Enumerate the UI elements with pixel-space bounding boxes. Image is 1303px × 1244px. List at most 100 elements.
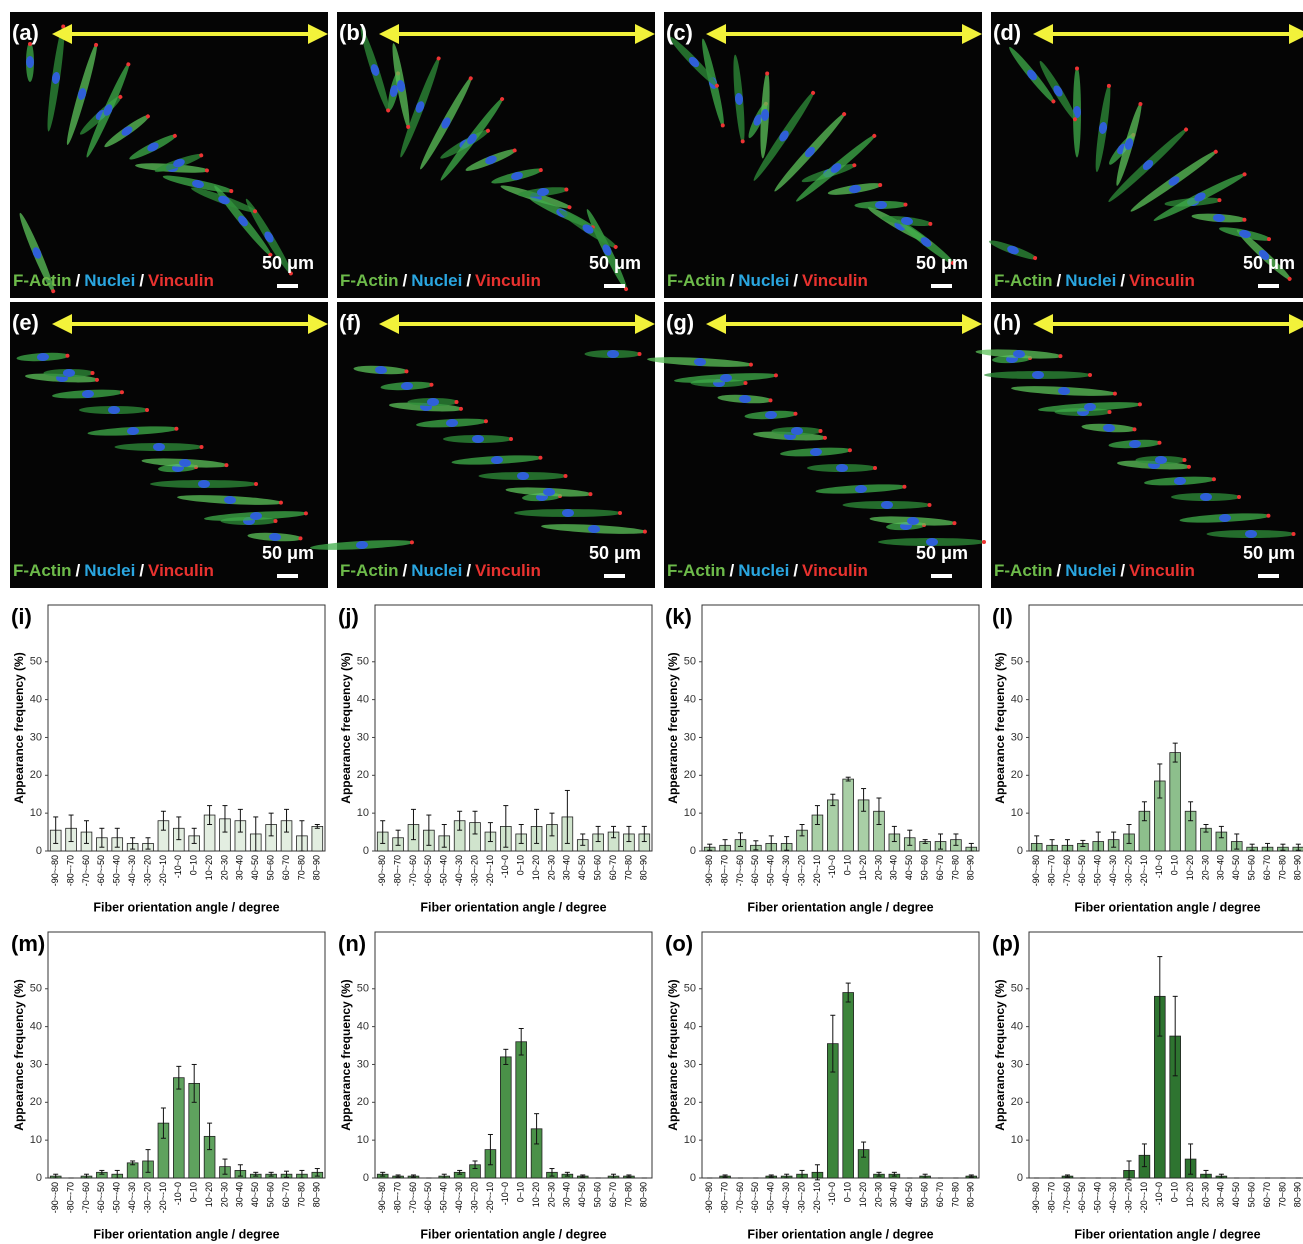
stain-legend: F-Actin / Nuclei / Vinculin (667, 561, 868, 580)
x-tick-label: 60~70 (281, 1182, 291, 1207)
stain-name: F-Actin (13, 561, 72, 580)
adhesion (1112, 391, 1117, 396)
y-tick-label: 50 (684, 656, 696, 668)
nucleus (1200, 493, 1212, 501)
cell (129, 133, 177, 160)
y-tick-label: 50 (1011, 983, 1023, 995)
nucleus (1013, 349, 1025, 359)
cell (1038, 402, 1142, 412)
x-tick-label: 80~90 (966, 1182, 976, 1207)
adhesion (1088, 373, 1092, 377)
x-tick-label: -60~-50 (750, 1182, 760, 1213)
x-tick-label: 70~80 (1277, 1182, 1287, 1207)
cell (796, 133, 877, 202)
x-tick-label: -50~-40 (1093, 1182, 1103, 1213)
y-tick-label: 10 (30, 1134, 42, 1146)
x-tick-label: -40~-30 (127, 1182, 137, 1213)
scale-label: 50 μm (262, 543, 314, 563)
x-tick-label: 40~50 (250, 1182, 260, 1207)
nucleus (1103, 423, 1115, 433)
nucleus (517, 472, 529, 480)
adhesion (126, 62, 131, 67)
nucleus (356, 540, 368, 550)
panel-label: (j) (338, 604, 359, 629)
plot-frame (1028, 604, 1303, 852)
nucleus (1053, 85, 1063, 97)
cell (16, 352, 70, 362)
panel-label: (b) (339, 20, 367, 45)
cell (807, 464, 877, 472)
x-tick-label: 70~80 (623, 855, 633, 880)
adhesion (793, 411, 798, 416)
adhesion (811, 90, 816, 95)
cell (771, 427, 823, 435)
nucleus (1027, 69, 1037, 81)
scale-label: 50 μm (262, 253, 314, 273)
adhesion (509, 437, 513, 441)
x-tick-label: -80~-70 (1046, 855, 1056, 886)
nucleus (1239, 229, 1251, 239)
nucleus (121, 126, 133, 136)
bar (500, 1056, 512, 1179)
adhesion (564, 187, 569, 192)
x-tick-label: 30~40 (235, 1182, 245, 1207)
x-tick-label: 50~60 (266, 855, 276, 880)
x-tick-label: 10~20 (1185, 855, 1195, 880)
x-tick-label: 30~40 (889, 855, 899, 880)
x-tick-label: 20~30 (1200, 1182, 1210, 1207)
panel-label: (i) (11, 604, 32, 629)
x-tick-label: 0~10 (516, 1182, 526, 1202)
x-tick-label: -60~-50 (1077, 855, 1087, 886)
x-tick-label: 0~10 (189, 855, 199, 875)
x-tick-label: -80~-70 (719, 1182, 729, 1213)
x-tick-label: 20~30 (219, 1182, 229, 1207)
separator: / (76, 271, 81, 290)
separator: / (1057, 271, 1062, 290)
x-tick-label: -20~-10 (158, 855, 168, 886)
nucleus (1007, 245, 1019, 255)
cell (1135, 456, 1187, 464)
nucleus (415, 101, 425, 113)
adhesion (982, 540, 986, 544)
nucleus (1142, 159, 1154, 171)
y-tick-label: 30 (1011, 731, 1023, 743)
cell (1219, 227, 1271, 242)
stain-name: F-Actin (340, 561, 399, 580)
x-tick-label: 70~80 (296, 1182, 306, 1207)
x-tick-label: 30~40 (889, 1182, 899, 1207)
scale-bar (604, 284, 625, 288)
nucleus (127, 426, 139, 436)
cell (66, 42, 99, 145)
cell (1108, 439, 1162, 449)
x-tick-label: -70~-60 (81, 1182, 91, 1213)
x-tick-label: 40~50 (904, 1182, 914, 1207)
adhesion (1058, 354, 1063, 359)
x-tick-label: 60~70 (281, 855, 291, 880)
y-tick-label: 20 (357, 769, 369, 781)
cell (869, 516, 957, 526)
x-tick-label: 60~70 (935, 1182, 945, 1207)
x-tick-label: 60~70 (935, 855, 945, 880)
nucleus (582, 224, 594, 234)
nucleus (543, 487, 555, 497)
y-tick-label: 10 (1011, 1134, 1023, 1146)
adhesion (468, 76, 473, 81)
x-tick-label: 20~30 (546, 1182, 556, 1207)
x-tick-label: -10~0 (827, 1182, 837, 1205)
cell (87, 426, 179, 436)
x-tick-label: -80~-70 (1046, 1182, 1056, 1213)
y-tick-label: 40 (30, 694, 42, 706)
y-tick-label: 30 (357, 1058, 369, 1070)
x-tick-label: -80~-70 (65, 1182, 75, 1213)
cell (517, 187, 569, 197)
x-tick-label: 0~10 (1170, 855, 1180, 875)
cell (753, 90, 816, 181)
cell (1116, 102, 1143, 186)
cell (416, 418, 488, 428)
nucleus (446, 418, 458, 428)
y-tick-label: 30 (684, 1058, 696, 1070)
panel-label: (f) (339, 310, 361, 335)
adhesion (618, 511, 622, 515)
separator: / (403, 561, 408, 580)
